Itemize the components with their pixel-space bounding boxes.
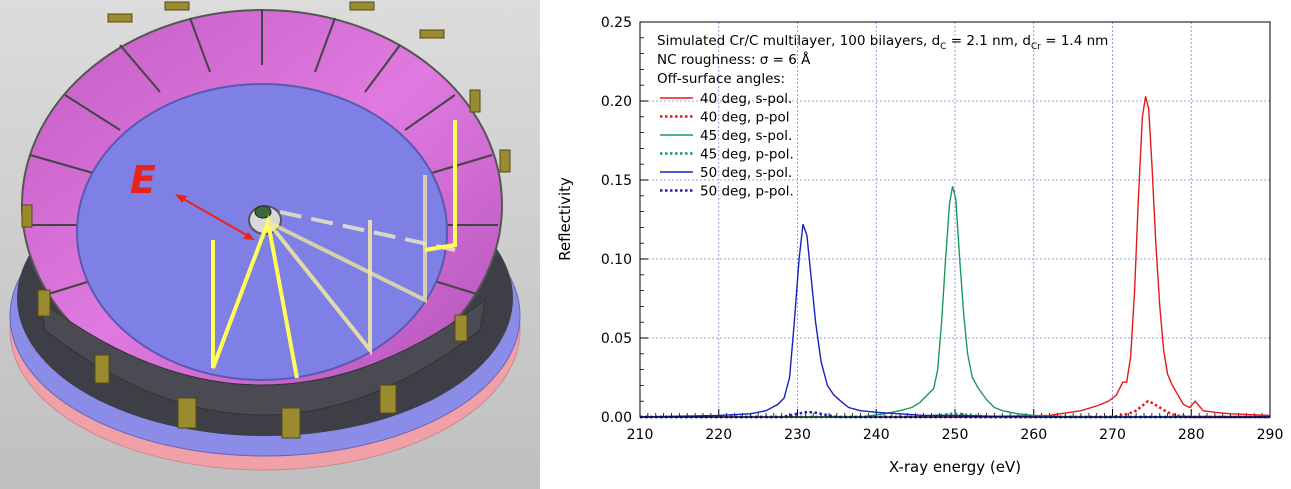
series-line-2 [640, 399, 1270, 419]
x-tick-label: 210 [627, 427, 654, 443]
x-tick-label: 230 [784, 427, 811, 443]
x-tick-label: 260 [1020, 427, 1047, 443]
x-tick-label: 250 [942, 427, 969, 443]
x-tick-label: 270 [1099, 427, 1126, 443]
x-axis-label: X-ray energy (eV) [889, 458, 1021, 476]
x-tick-label: 280 [1178, 427, 1205, 443]
front-wall-band [39, 298, 486, 416]
annotation-line-1-suffix: = 1.4 nm [1041, 33, 1108, 49]
legend-label-6: 50 deg, p-pol. [700, 184, 794, 200]
field-vector [175, 194, 255, 240]
ray-paths [211, 120, 457, 379]
reflectivity-chart: 210 220 230 240 250 260 270 280 290 0.00 0.05 0.10 0… [556, 15, 1284, 476]
y-tick-label: 0.10 [601, 252, 632, 268]
legend-label-3: 45 deg, s-pol. [700, 128, 792, 144]
y-tick-label: 0.15 [601, 173, 632, 189]
x-tick-label: 290 [1257, 427, 1284, 443]
series-line-1 [640, 96, 1271, 418]
y-axis-label: Reflectivity [556, 177, 574, 261]
y-tick-label: 0.05 [601, 331, 632, 347]
y-tick-label: 0.20 [601, 94, 632, 110]
annotation-line-1-mid: = 2.1 nm, d [946, 33, 1031, 49]
axis-ticks: 210 220 230 240 250 260 270 280 290 0.00 0.05 0.10 0… [601, 15, 1284, 443]
legend-label-2: 40 deg, p-pol [700, 110, 790, 126]
y-tick-label: 0.00 [601, 410, 632, 426]
series-line-3 [640, 186, 1270, 418]
annotation-line-1-prefix: Simulated Cr/C multilayer, 100 bilayers,… [657, 33, 940, 49]
series-line-6 [640, 411, 1270, 419]
legend-label-4: 45 deg, p-pol. [700, 147, 794, 163]
annotation-subscript-c: C [940, 42, 946, 52]
annotation-line-2: NC roughness: σ = 6 Å [657, 51, 811, 68]
instrument-rendering: E [0, 0, 540, 489]
annotation-subscript-cr: Cr [1031, 42, 1041, 52]
legend: 40 deg, s-pol. 40 deg, p-pol 45 deg, s-pol… [660, 91, 794, 200]
annotation-line-1: Simulated Cr/C multilayer, 100 bilayers,… [657, 33, 1108, 52]
legend-label-1: 40 deg, s-pol. [700, 91, 792, 107]
plot-frame [639, 21, 1271, 418]
central-sample [254, 205, 272, 219]
y-tick-label: 0.25 [601, 15, 632, 31]
legend-label-5: 50 deg, s-pol. [700, 165, 792, 181]
annotation-line-3: Off-surface angles: [657, 71, 785, 87]
x-tick-label: 220 [705, 427, 732, 443]
mirror-clamps [21, 1, 511, 439]
series-lines [639, 96, 1271, 419]
field-label: E [130, 158, 156, 202]
x-tick-label: 240 [863, 427, 890, 443]
series-line-5 [639, 223, 1270, 418]
